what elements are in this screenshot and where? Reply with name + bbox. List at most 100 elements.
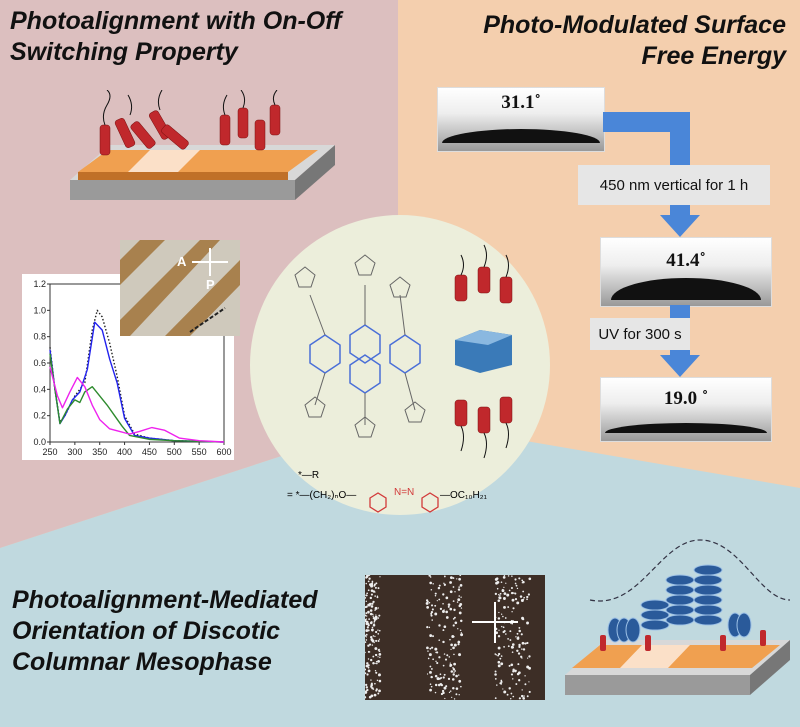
birefringent-speckle (510, 673, 513, 676)
birefringent-speckle (458, 604, 462, 608)
title-line: Photo-Modulated Surface (483, 11, 786, 39)
stripes-image (120, 240, 240, 336)
birefringent-speckle (371, 580, 374, 583)
birefringent-speckle (365, 605, 368, 608)
birefringent-speckle (366, 688, 369, 692)
birefringent-speckle (368, 695, 372, 699)
birefringent-speckle (377, 692, 380, 695)
title-line: Columnar Mesophase (12, 648, 272, 676)
birefringent-speckle (528, 690, 531, 694)
birefringent-speckle (521, 657, 523, 659)
birefringent-speckle (453, 698, 456, 700)
birefringent-speckle (449, 690, 452, 692)
birefringent-speckle (443, 653, 446, 655)
contact-angle-value: 19.0 ˚ (663, 388, 709, 409)
birefringent-speckle (365, 596, 367, 599)
birefringent-speckle (516, 632, 519, 635)
birefringent-speckle (369, 621, 373, 625)
birefringent-speckle (528, 655, 531, 658)
birefringent-speckle (503, 646, 505, 648)
birefringent-speckle (367, 580, 370, 583)
birefringent-speckle (509, 639, 512, 641)
birefringent-speckle (434, 595, 437, 597)
birefringent-speckle (526, 621, 529, 625)
birefringent-speckle (502, 576, 506, 579)
birefringent-speckle (445, 596, 449, 600)
birefringent-speckle (376, 596, 379, 599)
birefringent-speckle (518, 643, 521, 647)
birefringent-speckle (454, 621, 458, 625)
birefringent-speckle (511, 643, 515, 646)
birefringent-speckle (515, 683, 518, 686)
birefringent-speckle (438, 624, 441, 627)
birefringent-speckle (528, 666, 531, 670)
birefringent-speckle (520, 598, 524, 602)
birefringent-speckle (452, 577, 455, 580)
birefringent-speckle (520, 655, 523, 658)
birefringent-speckle (368, 643, 372, 646)
birefringent-speckle (507, 638, 509, 640)
birefringent-speckle (460, 596, 462, 598)
birefringent-speckle (372, 590, 376, 593)
birefringent-speckle (365, 690, 368, 694)
birefringent-speckle (375, 630, 378, 634)
birefringent-speckle (456, 578, 458, 580)
birefringent-speckle (367, 664, 370, 667)
birefringent-speckle (516, 587, 519, 590)
birefringent-speckle (441, 689, 445, 693)
birefringent-speckle (522, 697, 526, 700)
azo-label: N=N (394, 487, 415, 498)
birefringent-speckle (456, 601, 459, 603)
title-photoalignment: Photoalignment with On-Off Switching Pro… (10, 6, 341, 68)
birefringent-speckle (458, 577, 461, 581)
birefringent-speckle (521, 695, 524, 698)
birefringent-speckle (442, 664, 445, 667)
polarizer-label: P (206, 277, 215, 292)
birefringent-speckle (379, 656, 381, 659)
birefringent-speckle (365, 636, 368, 638)
birefringent-speckle (428, 653, 432, 657)
step-label-uv: UV for 300 s (590, 318, 690, 350)
birefringent-speckle (496, 684, 498, 686)
birefringent-speckle (514, 670, 517, 673)
birefringent-speckle (498, 594, 500, 596)
birefringent-speckle (440, 683, 444, 687)
birefringent-speckle (431, 619, 434, 621)
birefringent-speckle (494, 592, 498, 596)
birefringent-speckle (378, 648, 380, 651)
birefringent-speckle (505, 633, 507, 635)
birefringent-speckle (521, 648, 523, 650)
spectrum-series-line (49, 353, 225, 443)
birefringent-speckle (502, 615, 504, 618)
birefringent-speckle (438, 656, 441, 659)
step-label-450nm: 450 nm vertical for 1 h (578, 165, 770, 205)
birefringent-speckle (365, 668, 367, 671)
molecular-structure-circle: *—R = *—(CH₂)ₙO— N=N —OC₁₀H₂₁ (250, 215, 550, 515)
birefringent-speckle (430, 614, 433, 617)
y-tick-label: 1.2 (33, 279, 46, 289)
birefringent-speckle (508, 664, 511, 667)
x-tick-label: 300 (67, 447, 82, 457)
birefringent-speckle (372, 613, 374, 615)
birefringent-speckle (516, 672, 520, 676)
birefringent-speckle (458, 586, 460, 588)
birefringent-speckle (450, 643, 453, 647)
birefringent-speckle (370, 638, 374, 641)
birefringent-speckle (449, 581, 452, 584)
birefringent-speckle (367, 658, 370, 660)
birefringent-speckle (374, 586, 377, 589)
birefringent-speckle (429, 576, 432, 578)
birefringent-speckle (510, 663, 514, 667)
birefringent-speckle (503, 605, 506, 609)
birefringent-speckle (495, 577, 499, 580)
birefringent-speckle (434, 683, 438, 687)
birefringent-speckle (429, 647, 432, 650)
birefringent-speckle (426, 626, 429, 629)
birefringent-speckle (375, 614, 377, 616)
calixarene-structure (294, 244, 513, 513)
birefringent-speckle (373, 584, 376, 587)
substrate-rods-illustration (70, 90, 335, 200)
birefringent-speckle (426, 606, 430, 609)
birefringent-speckle (453, 662, 456, 666)
birefringent-speckle (510, 591, 514, 595)
